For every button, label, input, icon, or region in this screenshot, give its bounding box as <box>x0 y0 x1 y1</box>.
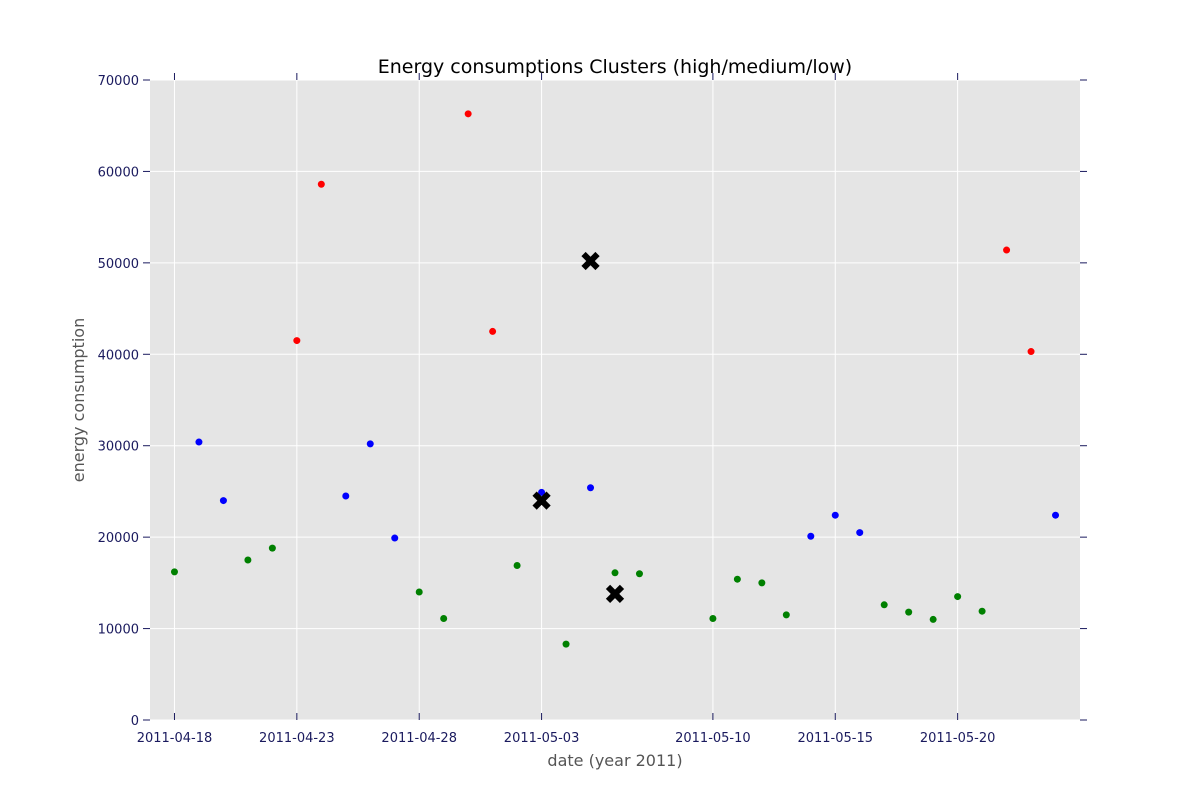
data-point <box>440 615 448 623</box>
x-tick-label: 2011-05-20 <box>920 731 996 746</box>
data-point <box>415 588 423 596</box>
centroid-stroke <box>532 491 551 510</box>
data-point <box>587 484 595 492</box>
data-point <box>929 615 937 623</box>
data-point <box>733 575 741 583</box>
y-tick-label: 60000 <box>98 165 139 180</box>
y-tick-label: 20000 <box>98 531 139 546</box>
axis-ticks: 0 10000 20000 30000 40000 50000 60000 70000 2011… <box>98 73 1087 746</box>
data-point <box>268 544 276 552</box>
data-point <box>1052 511 1060 519</box>
chart-title: Energy consumptions Clusters (high/mediu… <box>378 56 852 78</box>
data-point <box>1003 246 1011 254</box>
data-points <box>170 110 1060 648</box>
data-point <box>293 337 301 345</box>
y-tick-label: 70000 <box>98 74 139 89</box>
data-point <box>170 568 178 576</box>
data-point <box>366 440 374 448</box>
data-point <box>342 492 350 500</box>
data-point <box>807 532 815 540</box>
centroid-stroke <box>605 584 625 603</box>
data-point <box>391 534 399 542</box>
data-point <box>317 180 325 188</box>
y-tick-label: 40000 <box>98 348 139 363</box>
y-tick-label: 50000 <box>98 257 139 272</box>
x-tick-label: 2011-05-15 <box>797 731 873 746</box>
plot-area <box>150 80 1080 720</box>
data-point <box>905 608 913 616</box>
centroid-marker <box>605 584 625 603</box>
centroid-stroke <box>581 251 600 271</box>
y-axis-label: energy consumption <box>69 318 88 482</box>
y-tick-label: 0 <box>131 714 139 729</box>
data-point <box>782 611 790 619</box>
data-point <box>978 607 986 615</box>
data-point <box>562 640 570 648</box>
data-point <box>489 327 497 335</box>
data-point <box>880 601 888 609</box>
data-point <box>831 511 839 519</box>
data-point <box>758 579 766 587</box>
data-point <box>244 556 252 564</box>
x-tick-label: 2011-04-23 <box>259 731 335 746</box>
data-point <box>195 438 203 446</box>
x-tick-label: 2011-04-18 <box>137 731 213 746</box>
grid-lines <box>150 79 1080 721</box>
centroid-marker <box>581 251 600 271</box>
data-point <box>611 569 619 577</box>
centroid-marker <box>532 491 551 510</box>
cluster-centroids <box>532 251 625 603</box>
data-point <box>464 110 472 118</box>
data-point <box>1027 348 1035 356</box>
x-tick-label: 2011-04-28 <box>381 731 457 746</box>
x-tick-label: 2011-05-10 <box>675 731 751 746</box>
data-point <box>538 488 546 496</box>
data-point <box>635 570 643 578</box>
data-point <box>219 497 227 505</box>
y-tick-label: 30000 <box>98 440 139 455</box>
data-point <box>709 615 717 623</box>
x-axis-label: date (year 2011) <box>547 751 682 770</box>
data-point <box>513 561 521 569</box>
x-tick-label: 2011-05-03 <box>504 731 580 746</box>
data-point <box>954 593 962 601</box>
y-tick-label: 10000 <box>98 623 139 638</box>
data-point <box>856 529 864 537</box>
